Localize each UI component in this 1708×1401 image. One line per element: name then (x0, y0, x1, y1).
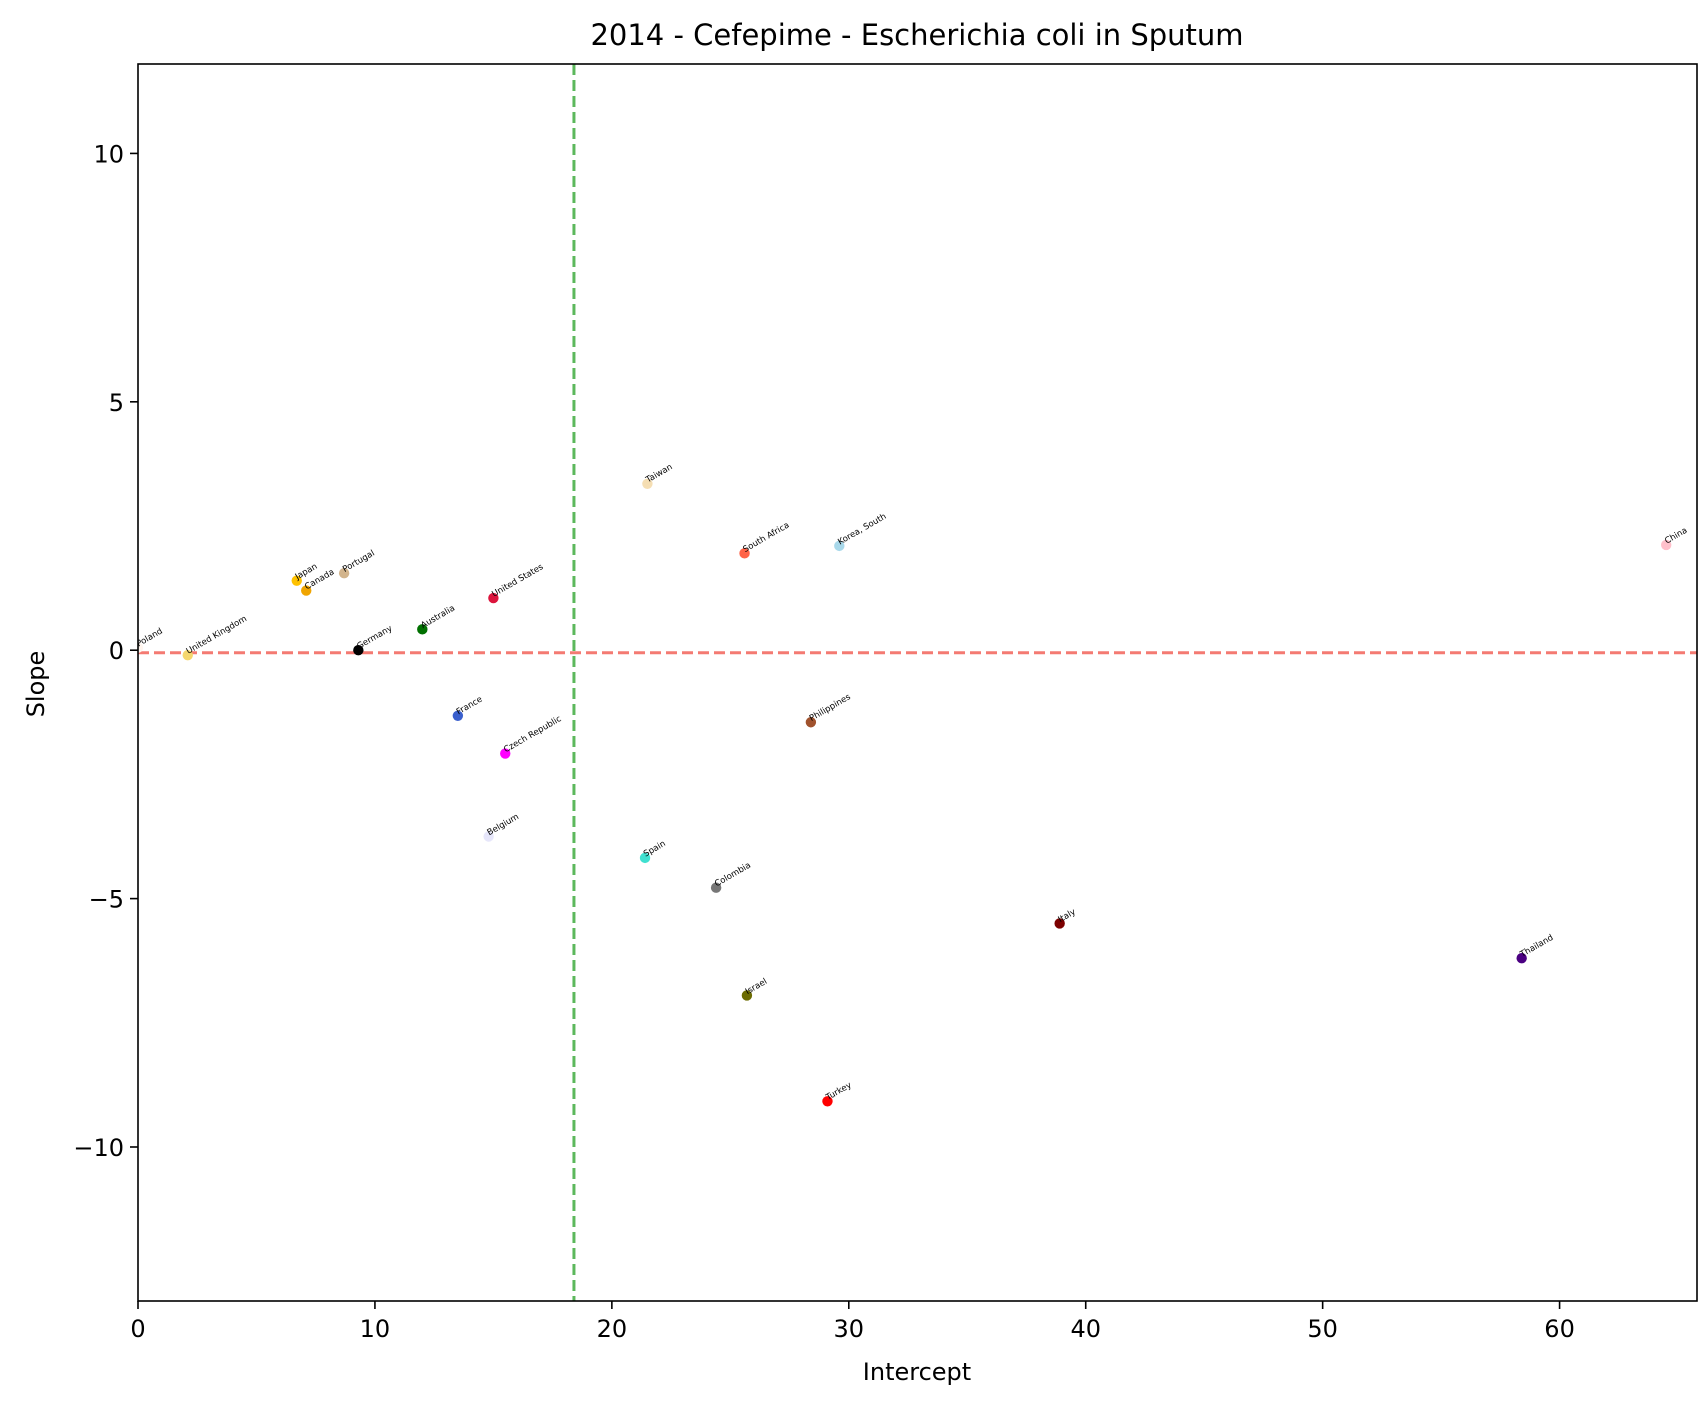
y-axis: 10 5 0 −5 −10 (73, 140, 138, 1162)
point-china (1660, 539, 1672, 551)
x-tick-label: 10 (360, 1315, 391, 1343)
y-axis-title: Slope (22, 651, 50, 718)
x-tick-label: 60 (1544, 1315, 1575, 1343)
point-italy (1054, 918, 1065, 929)
point-united-kingdom (182, 649, 193, 661)
point-portugal (338, 568, 350, 579)
chart-title: 2014 - Cefepime - Escherichia coli in Sp… (590, 18, 1243, 52)
x-tick-label: 50 (1307, 1315, 1338, 1343)
point-czech-republic (500, 748, 511, 759)
y-tick-label: 0 (109, 637, 124, 665)
x-tick-label: 30 (834, 1315, 865, 1343)
point-taiwan (642, 478, 653, 489)
y-tick-label: 5 (109, 389, 124, 417)
point-thailand (1516, 953, 1527, 964)
y-tick-label: −10 (73, 1134, 124, 1162)
x-axis-title: Intercept (863, 1358, 971, 1386)
point-spain (639, 852, 651, 864)
point-germany (353, 645, 364, 656)
y-tick-label: −5 (89, 886, 124, 914)
point-south-africa (739, 548, 750, 559)
point-australia (417, 624, 428, 635)
point-france (452, 710, 464, 721)
plot-frame (137, 63, 1698, 1302)
point-korea-south (834, 540, 845, 552)
x-tick-label: 40 (1070, 1315, 1101, 1343)
point-belgium (483, 831, 494, 842)
point-colombia (710, 882, 722, 893)
point-united-states (488, 592, 499, 604)
point-turkey (822, 1096, 833, 1107)
x-axis: 0 10 20 30 40 50 60 (130, 1301, 1575, 1343)
point-philippines (805, 717, 817, 728)
point-japan (291, 575, 302, 586)
x-tick-label: 0 (130, 1315, 145, 1343)
point-canada (301, 585, 312, 596)
point-poland (138, 642, 144, 653)
point-israel (741, 990, 753, 1001)
x-tick-label: 20 (597, 1315, 628, 1343)
y-tick-label: 10 (93, 140, 124, 168)
